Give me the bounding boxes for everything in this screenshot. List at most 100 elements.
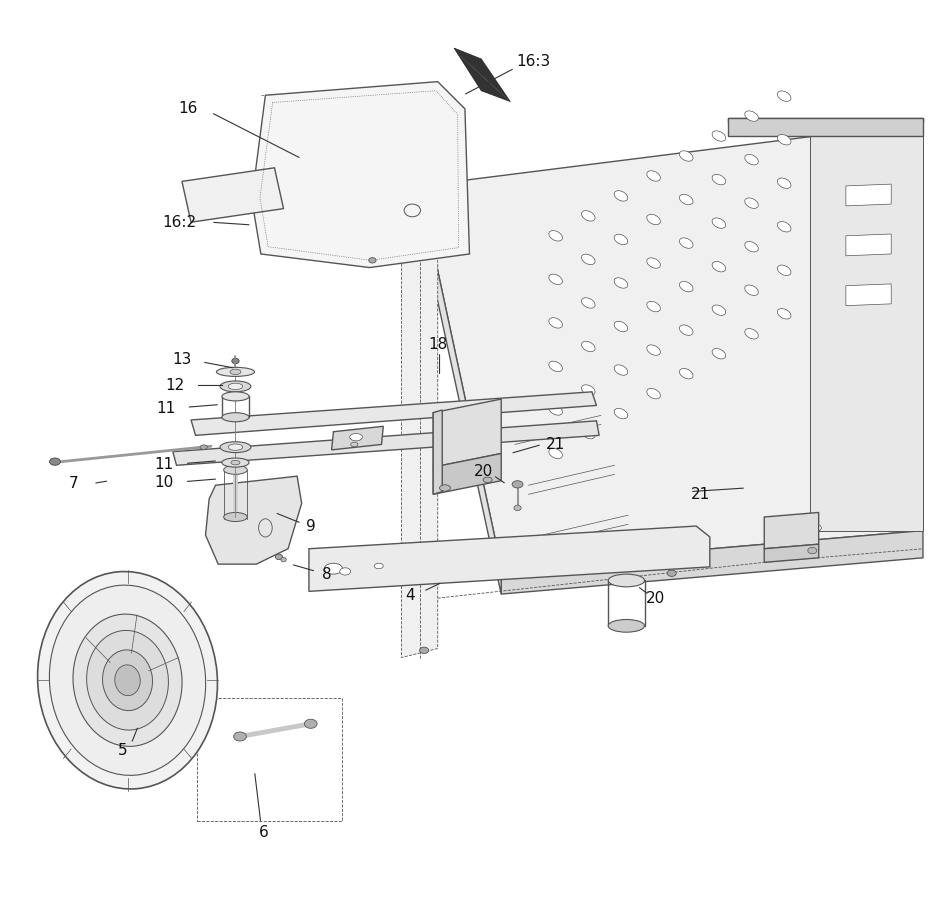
- Ellipse shape: [581, 210, 595, 221]
- Ellipse shape: [680, 151, 693, 161]
- Ellipse shape: [712, 218, 725, 229]
- Ellipse shape: [228, 444, 243, 451]
- Ellipse shape: [614, 365, 628, 375]
- Ellipse shape: [647, 214, 661, 225]
- Ellipse shape: [222, 392, 249, 401]
- Ellipse shape: [339, 568, 351, 575]
- Ellipse shape: [614, 408, 628, 419]
- Bar: [197, 698, 342, 821]
- Polygon shape: [420, 186, 501, 594]
- Text: 7: 7: [68, 476, 78, 491]
- Polygon shape: [433, 454, 501, 494]
- Ellipse shape: [712, 261, 725, 272]
- Ellipse shape: [115, 665, 140, 696]
- Polygon shape: [182, 168, 283, 222]
- Polygon shape: [433, 399, 501, 467]
- Ellipse shape: [812, 524, 821, 532]
- Ellipse shape: [86, 630, 169, 730]
- Ellipse shape: [549, 448, 562, 459]
- Ellipse shape: [220, 381, 251, 392]
- Ellipse shape: [275, 554, 283, 560]
- Ellipse shape: [73, 614, 182, 746]
- Ellipse shape: [200, 444, 208, 449]
- Ellipse shape: [220, 442, 251, 453]
- Ellipse shape: [808, 547, 817, 553]
- Ellipse shape: [581, 254, 595, 265]
- Ellipse shape: [351, 442, 358, 446]
- Ellipse shape: [222, 413, 249, 422]
- Ellipse shape: [483, 477, 492, 483]
- Ellipse shape: [745, 241, 758, 252]
- Ellipse shape: [614, 278, 628, 288]
- Polygon shape: [846, 184, 891, 206]
- Ellipse shape: [667, 570, 676, 577]
- Ellipse shape: [233, 732, 246, 741]
- Polygon shape: [764, 512, 819, 549]
- Ellipse shape: [745, 285, 758, 296]
- Ellipse shape: [614, 234, 628, 245]
- Polygon shape: [401, 218, 438, 658]
- Text: 11: 11: [155, 457, 173, 472]
- Ellipse shape: [712, 348, 725, 359]
- Ellipse shape: [350, 434, 362, 441]
- Text: 11: 11: [156, 401, 175, 415]
- Ellipse shape: [549, 230, 562, 241]
- Ellipse shape: [777, 178, 791, 189]
- Ellipse shape: [222, 458, 249, 467]
- Text: 20: 20: [646, 591, 665, 606]
- Text: 16:2: 16:2: [162, 215, 196, 229]
- Ellipse shape: [230, 369, 241, 375]
- Ellipse shape: [420, 648, 428, 653]
- Text: 6: 6: [259, 825, 268, 840]
- Ellipse shape: [581, 297, 595, 308]
- Ellipse shape: [712, 174, 725, 185]
- Polygon shape: [433, 410, 443, 494]
- Ellipse shape: [513, 556, 522, 562]
- Ellipse shape: [216, 367, 254, 376]
- Text: 18: 18: [428, 337, 447, 352]
- Text: 21: 21: [691, 487, 710, 502]
- Ellipse shape: [680, 325, 693, 336]
- Polygon shape: [332, 426, 383, 450]
- Ellipse shape: [680, 281, 693, 292]
- Ellipse shape: [745, 111, 758, 122]
- Ellipse shape: [404, 204, 421, 217]
- Polygon shape: [206, 476, 301, 564]
- Ellipse shape: [745, 328, 758, 339]
- Ellipse shape: [549, 405, 562, 415]
- Ellipse shape: [609, 619, 645, 632]
- Polygon shape: [252, 82, 469, 268]
- Ellipse shape: [102, 650, 153, 710]
- Ellipse shape: [712, 131, 725, 141]
- Ellipse shape: [609, 574, 645, 587]
- Polygon shape: [420, 122, 923, 567]
- Polygon shape: [454, 48, 510, 102]
- Text: 12: 12: [165, 378, 184, 393]
- Ellipse shape: [581, 385, 595, 395]
- Polygon shape: [810, 118, 923, 531]
- Ellipse shape: [647, 258, 661, 268]
- Ellipse shape: [324, 563, 342, 574]
- Text: 21: 21: [546, 437, 565, 452]
- Ellipse shape: [549, 361, 562, 372]
- Ellipse shape: [647, 171, 661, 181]
- Ellipse shape: [232, 358, 239, 364]
- Ellipse shape: [680, 238, 693, 249]
- Ellipse shape: [49, 585, 206, 775]
- Polygon shape: [728, 118, 923, 136]
- Ellipse shape: [549, 274, 562, 285]
- Ellipse shape: [38, 571, 217, 789]
- Polygon shape: [501, 531, 923, 594]
- Ellipse shape: [49, 458, 61, 465]
- Ellipse shape: [777, 308, 791, 319]
- Ellipse shape: [514, 505, 521, 511]
- Ellipse shape: [374, 563, 383, 569]
- Ellipse shape: [614, 321, 628, 332]
- Ellipse shape: [581, 341, 595, 352]
- Ellipse shape: [520, 559, 529, 566]
- Ellipse shape: [228, 384, 243, 390]
- Polygon shape: [309, 526, 710, 591]
- Ellipse shape: [777, 221, 791, 232]
- Polygon shape: [846, 234, 891, 256]
- Ellipse shape: [281, 557, 286, 561]
